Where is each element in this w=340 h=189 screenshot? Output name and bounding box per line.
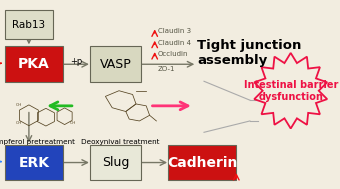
Text: Tight junction
assembly: Tight junction assembly (197, 39, 302, 67)
Text: Slug: Slug (102, 156, 129, 169)
Text: Claudin 4: Claudin 4 (158, 40, 191, 46)
Text: ZO-1: ZO-1 (158, 66, 175, 72)
Text: Kaempferol pretreatment: Kaempferol pretreatment (0, 139, 75, 145)
Text: Occludin: Occludin (158, 51, 189, 57)
FancyBboxPatch shape (168, 145, 236, 180)
Text: OH: OH (70, 121, 76, 125)
FancyBboxPatch shape (90, 46, 141, 82)
Text: Rab13: Rab13 (12, 20, 46, 29)
FancyBboxPatch shape (5, 46, 63, 82)
Text: PKA: PKA (18, 57, 50, 71)
Text: +p: +p (70, 57, 83, 66)
Text: VASP: VASP (100, 58, 132, 71)
FancyBboxPatch shape (90, 145, 141, 180)
Text: Claudin 3: Claudin 3 (158, 28, 191, 34)
Text: Cadherin: Cadherin (167, 156, 237, 170)
FancyBboxPatch shape (5, 145, 63, 180)
Text: OH: OH (16, 121, 22, 125)
Text: Deoxynival treatment: Deoxynival treatment (82, 139, 160, 145)
FancyBboxPatch shape (5, 10, 53, 39)
Text: OH: OH (16, 103, 22, 107)
Text: Intestinal barrier
dysfunction: Intestinal barrier dysfunction (243, 80, 338, 101)
Text: ERK: ERK (18, 156, 50, 170)
